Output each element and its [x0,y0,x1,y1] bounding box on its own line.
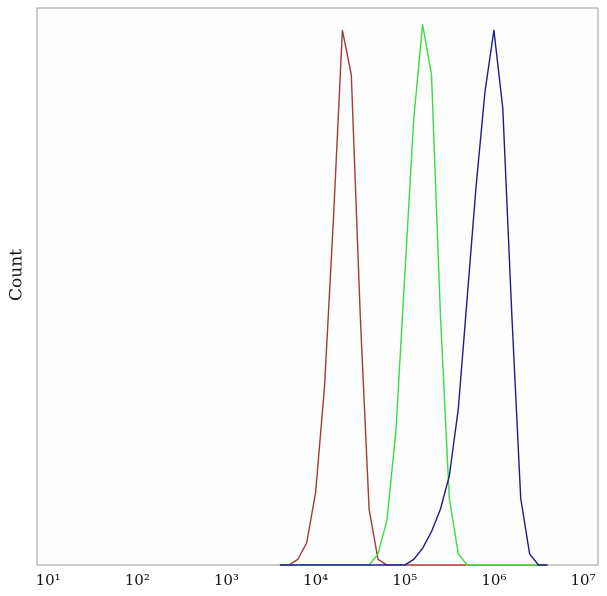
x-tick-label: 10² [125,571,150,589]
x-tick-label: 10⁶ [481,571,506,589]
x-tick-label: 10¹ [36,571,61,589]
y-axis-label: Count [7,249,27,301]
x-tick-label: 10⁵ [392,571,417,589]
x-tick-label: 10³ [214,571,239,589]
x-tick-label: 10⁴ [303,571,328,589]
x-tick-label: 10⁷ [571,571,596,589]
plot-frame [36,7,599,566]
histogram-line [279,29,548,566]
